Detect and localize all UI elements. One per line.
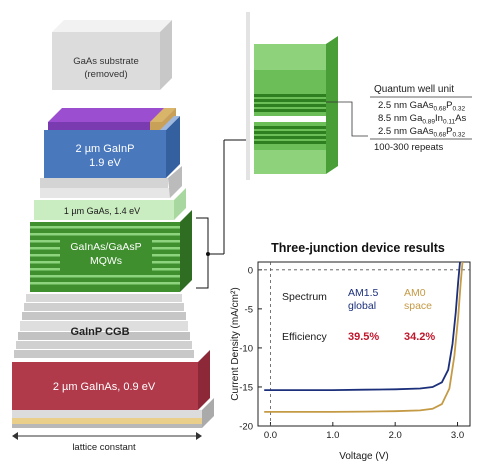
gainp-cgb-layers: GaInP CGB [14,294,194,358]
spectrum-label: Spectrum [282,291,327,303]
gainas-bottom-cell: 2 µm GaInAs, 0.9 eV [12,350,210,410]
iv-curves [264,261,464,413]
substrate-label: GaAs substrate [73,56,138,67]
gaas-layer-label: 1 µm GaAs, 1.4 eV [64,206,140,216]
top-contact-layers [48,108,176,130]
gainp-top-cell: 2 µm GaInP 1.9 eV [44,116,180,178]
gaas-substrate: GaAs substrate (removed) [52,20,172,90]
y-axis-label: Current Density (mA/cm²) [230,287,241,400]
x-tick-label: 2.0 [389,430,402,441]
series-am15-curve [264,261,461,391]
x-axis-label: Voltage (V) [339,451,388,462]
am0-label: AM0 [404,287,426,299]
qw-layer-barrier-bottom: 2.5 nm GaAs0.68P0.32 [378,126,465,139]
gaas-middle-layer: 1 µm GaAs, 1.4 eV [34,188,186,220]
y-tick-label: 0 [248,265,253,276]
bottom-cell-label: 2 µm GaInAs, 0.9 eV [53,381,156,393]
x-tick-label: 3.0 [451,430,464,441]
am0-sublabel: space [404,300,432,312]
efficiency-label: Efficiency [282,331,327,343]
substrate-note: (removed) [84,69,127,80]
top-cell-bandgap: 1.9 eV [89,157,121,169]
iv-curve-chart: Three-junction device results 0 -5 -10 -15 -… [230,241,471,462]
x-tick-label: 1.0 [326,430,339,441]
qw-layer-barrier-top: 2.5 nm GaAs0.68P0.32 [378,100,465,113]
plot-frame [257,261,471,427]
cgb-label: GaInP CGB [70,326,129,338]
am15-label: AM1.5 [348,287,379,299]
mqw-label-2: MQWs [90,255,122,267]
qw-layer-well: 8.5 nm Ga0.89In0.11As [378,113,466,126]
am15-efficiency: 39.5% [348,331,379,343]
lattice-constant-label: lattice constant [72,442,136,453]
mqw-region: GaInAs/GaAsP MQWs [30,210,192,292]
reference-lines [258,262,470,426]
chart-legend: Spectrum AM1.5 global AM0 space Efficien… [282,287,435,343]
quantum-well-unit: Quantum well unit 2.5 nm GaAs0.68P0.32 8… [370,84,472,153]
mqw-zoom-bracket [196,139,250,289]
bottom-contact-layers [12,398,214,428]
am15-sublabel: global [348,300,376,312]
series-am0-curve [264,261,464,413]
cell-stack: GaAs substrate (removed) 2 µm GaInP 1.9 … [12,20,214,453]
buffer-layers-upper [40,166,182,198]
lattice-constant-arrow: lattice constant [12,432,202,453]
qw-unit-title: Quantum well unit [374,84,454,95]
top-cell-label: 2 µm GaInP [76,143,135,155]
am0-efficiency: 34.2% [404,331,435,343]
quantum-well-zoom [246,12,368,180]
y-tick-label: -10 [239,343,253,354]
x-tick-label: 0.0 [264,430,277,441]
bracket-dot [206,252,210,256]
chart-title: Three-junction device results [271,241,445,255]
y-tick-label: -20 [239,422,253,433]
qw-repeats: 100-300 repeats [374,142,443,153]
y-tick-label: -5 [245,304,253,315]
mqw-label: GaInAs/GaAsP [70,241,141,253]
y-tick-label: -15 [239,382,253,393]
